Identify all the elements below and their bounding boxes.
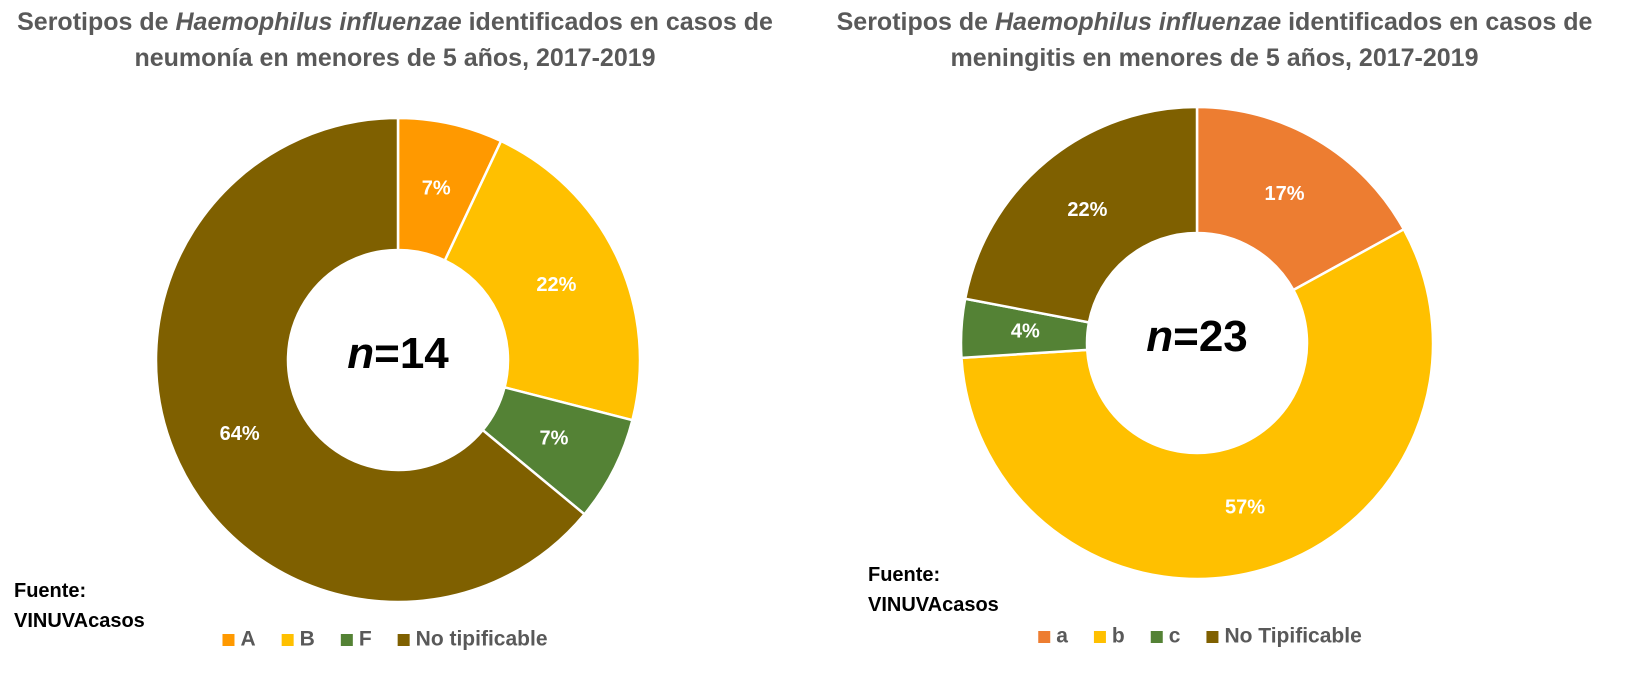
- title-italic: Haemophilus influenzae: [175, 8, 462, 36]
- data-label: 64%: [220, 423, 260, 445]
- legend-swatch: [1093, 631, 1106, 643]
- center-label-value: =14: [374, 329, 449, 378]
- legend-swatch: [397, 634, 410, 646]
- legend-swatch: [1038, 631, 1051, 643]
- donut-slice: [960, 227, 1435, 581]
- legend-label: b: [1112, 625, 1125, 648]
- center-label-n: n: [1146, 312, 1173, 361]
- legend: a b c No Tipificable: [1038, 625, 1362, 648]
- donut-slice: [154, 116, 587, 604]
- center-label: n=14: [347, 329, 449, 378]
- title-text: identificados en casos de neumonía en me…: [134, 8, 773, 72]
- data-label: 7%: [422, 177, 451, 199]
- donut-slice: [443, 139, 642, 422]
- center-label: n=23: [1146, 312, 1248, 361]
- chart-title: Serotipos de Haemophilus influenzae iden…: [0, 4, 790, 76]
- data-label: 57%: [1225, 496, 1265, 518]
- center-label-n: n: [347, 329, 374, 378]
- legend-label: a: [1056, 625, 1068, 648]
- source-note: Fuente: VINUVAcasos: [14, 580, 145, 632]
- donut-slice: [963, 105, 1199, 324]
- legend-label: No Tipificable: [1224, 625, 1361, 648]
- data-label: 22%: [536, 274, 576, 296]
- title-italic: Haemophilus influenzae: [994, 8, 1282, 36]
- data-label: 17%: [1265, 183, 1305, 205]
- legend-label: No tipificable: [416, 628, 548, 651]
- title-text: identificados en casos de meningitis en …: [950, 8, 1593, 72]
- legend: A B F No tipificable: [222, 628, 548, 651]
- title-text: Serotipos de: [836, 8, 989, 36]
- legend-label: B: [300, 628, 315, 651]
- title-text: Serotipos de: [17, 8, 169, 36]
- legend-label: A: [240, 628, 255, 651]
- legend-swatch: [1150, 631, 1163, 643]
- donut-slice: [1195, 105, 1406, 292]
- legend-label: c: [1169, 625, 1181, 648]
- legend-swatch: [1206, 631, 1219, 643]
- center-label-value: =23: [1173, 312, 1248, 361]
- data-label: 4%: [1011, 320, 1040, 342]
- legend-swatch: [281, 634, 294, 646]
- data-label: 22%: [1067, 199, 1107, 221]
- legend-swatch: [222, 634, 235, 646]
- legend-label: F: [359, 628, 372, 651]
- chart-title: Serotipos de Haemophilus influenzae iden…: [790, 4, 1639, 76]
- legend-swatch: [340, 634, 353, 646]
- source-note: Fuente: VINUVAcasos: [868, 564, 999, 616]
- data-label: 7%: [539, 428, 568, 450]
